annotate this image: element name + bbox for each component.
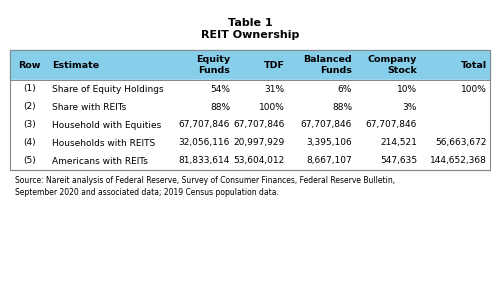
Text: 81,833,614: 81,833,614 — [179, 157, 230, 166]
Text: 10%: 10% — [397, 85, 417, 94]
Text: 547,635: 547,635 — [380, 157, 417, 166]
Text: Table 1: Table 1 — [228, 18, 272, 28]
Text: 88%: 88% — [332, 102, 352, 111]
Text: Share of Equity Holdings: Share of Equity Holdings — [52, 85, 164, 94]
Text: 67,707,846: 67,707,846 — [233, 120, 284, 129]
Text: (2): (2) — [23, 102, 36, 111]
Text: Estimate: Estimate — [52, 61, 99, 69]
Text: 100%: 100% — [258, 102, 284, 111]
Text: (3): (3) — [23, 120, 36, 129]
Text: Americans with REITs: Americans with REITs — [52, 157, 148, 166]
Text: Equity
Funds: Equity Funds — [196, 55, 230, 75]
Text: 8,667,107: 8,667,107 — [306, 157, 352, 166]
Text: Company
Stock: Company Stock — [368, 55, 417, 75]
Text: 54%: 54% — [210, 85, 230, 94]
Text: 20,997,929: 20,997,929 — [234, 138, 284, 147]
Text: Balanced
Funds: Balanced Funds — [304, 55, 352, 75]
Text: Total: Total — [461, 61, 487, 69]
Text: (1): (1) — [23, 85, 36, 94]
Text: Share with REITs: Share with REITs — [52, 102, 126, 111]
Text: 31%: 31% — [264, 85, 284, 94]
Text: 67,707,846: 67,707,846 — [300, 120, 352, 129]
Text: Households with REITS: Households with REITS — [52, 138, 155, 147]
Text: 53,604,012: 53,604,012 — [234, 157, 284, 166]
Text: 88%: 88% — [210, 102, 230, 111]
Text: 67,707,846: 67,707,846 — [366, 120, 417, 129]
Bar — [10, 50, 490, 170]
Text: 67,707,846: 67,707,846 — [179, 120, 230, 129]
Text: Source: Nareit analysis of Federal Reserve, Survey of Consumer Finances, Federal: Source: Nareit analysis of Federal Reser… — [15, 176, 395, 197]
Text: (4): (4) — [23, 138, 36, 147]
Text: 6%: 6% — [338, 85, 352, 94]
Text: 3%: 3% — [402, 102, 417, 111]
Text: 3,395,106: 3,395,106 — [306, 138, 352, 147]
Text: 32,056,116: 32,056,116 — [179, 138, 230, 147]
Text: Row: Row — [18, 61, 40, 69]
Bar — [10, 80, 490, 170]
Text: 100%: 100% — [461, 85, 487, 94]
Text: 214,521: 214,521 — [380, 138, 417, 147]
Text: Household with Equities: Household with Equities — [52, 120, 161, 129]
Text: REIT Ownership: REIT Ownership — [201, 30, 299, 40]
Text: TDF: TDF — [264, 61, 284, 69]
Text: 144,652,368: 144,652,368 — [430, 157, 487, 166]
Bar — [10, 50, 490, 80]
Text: (5): (5) — [23, 157, 36, 166]
Text: 56,663,672: 56,663,672 — [436, 138, 487, 147]
